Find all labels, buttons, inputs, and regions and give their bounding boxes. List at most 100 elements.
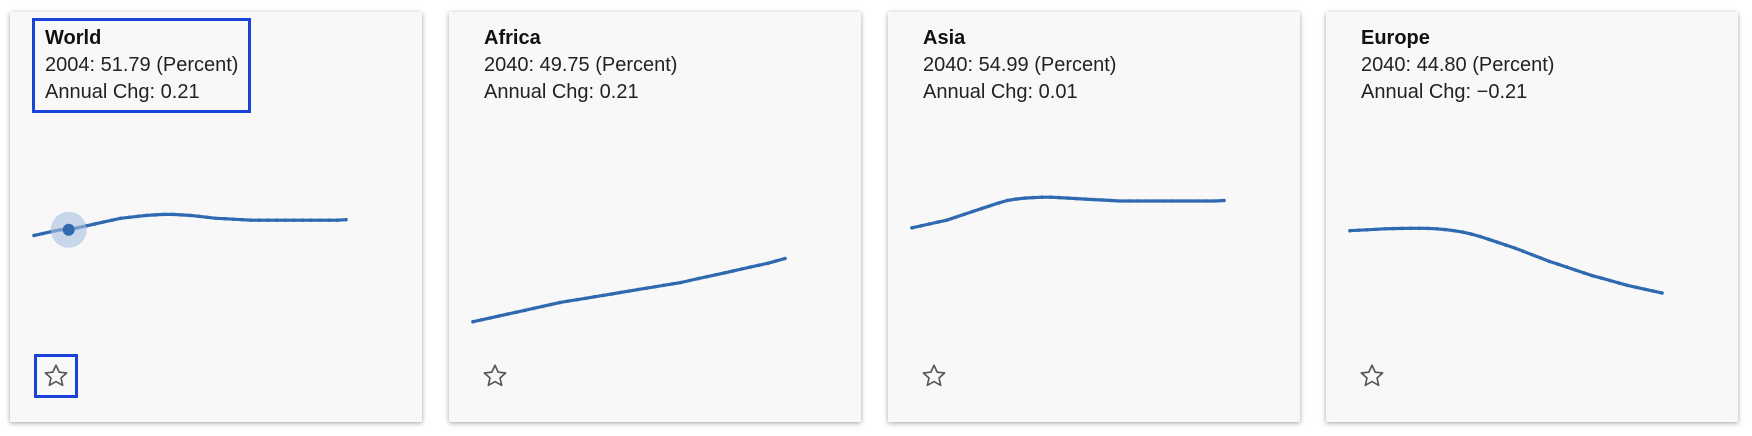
data-point[interactable] xyxy=(1660,291,1664,295)
data-point[interactable] xyxy=(205,215,210,220)
data-point[interactable] xyxy=(1031,195,1036,200)
card-asia[interactable]: Asia 2040: 54.99 (Percent) Annual Chg: 0… xyxy=(888,12,1300,422)
data-point[interactable] xyxy=(1057,195,1062,200)
data-point[interactable] xyxy=(1582,271,1586,275)
data-point[interactable] xyxy=(32,233,36,238)
data-point[interactable] xyxy=(1478,234,1482,239)
favorite-button[interactable] xyxy=(912,354,956,398)
data-point[interactable] xyxy=(1642,287,1647,291)
data-point[interactable] xyxy=(549,302,553,307)
data-point[interactable] xyxy=(1213,199,1218,203)
data-point[interactable] xyxy=(1204,199,1209,203)
data-point[interactable] xyxy=(266,218,270,222)
data-point[interactable] xyxy=(575,297,579,302)
data-point[interactable] xyxy=(274,218,279,222)
data-point[interactable] xyxy=(1512,246,1517,250)
data-point[interactable] xyxy=(601,293,605,298)
data-point[interactable] xyxy=(1391,226,1396,231)
data-point[interactable] xyxy=(1590,274,1595,278)
data-point[interactable] xyxy=(1365,228,1370,232)
data-point[interactable] xyxy=(739,267,744,271)
data-point[interactable] xyxy=(910,226,914,230)
data-point[interactable] xyxy=(627,289,631,293)
data-point[interactable] xyxy=(257,218,262,222)
data-point[interactable] xyxy=(670,282,675,286)
data-point[interactable] xyxy=(1005,198,1010,203)
favorite-button[interactable] xyxy=(473,354,517,398)
data-point[interactable] xyxy=(326,218,331,222)
card-header[interactable]: World 2004: 51.79 (Percent) Annual Chg: … xyxy=(32,18,252,113)
data-point[interactable] xyxy=(479,318,484,322)
data-point[interactable] xyxy=(713,273,718,277)
data-point[interactable] xyxy=(1426,226,1430,231)
data-point[interactable] xyxy=(1495,240,1500,244)
data-point[interactable] xyxy=(592,295,597,299)
data-point[interactable] xyxy=(309,218,314,222)
data-point[interactable] xyxy=(1400,226,1404,231)
data-point[interactable] xyxy=(618,290,623,295)
data-point[interactable] xyxy=(1135,199,1140,203)
data-point[interactable] xyxy=(1460,230,1465,234)
data-point[interactable] xyxy=(240,217,244,222)
data-point[interactable] xyxy=(918,224,923,228)
card-header[interactable]: Asia 2040: 54.99 (Percent) Annual Chg: 0… xyxy=(910,18,1129,113)
data-point[interactable] xyxy=(505,312,510,316)
data-point[interactable] xyxy=(136,214,140,219)
data-point[interactable] xyxy=(661,283,666,288)
data-point[interactable] xyxy=(566,299,571,303)
data-point[interactable] xyxy=(679,280,683,285)
favorite-button[interactable] xyxy=(1350,354,1394,398)
data-point[interactable] xyxy=(283,218,288,222)
data-point[interactable] xyxy=(1625,283,1630,288)
data-point[interactable] xyxy=(118,216,123,221)
data-point[interactable] xyxy=(1616,281,1621,285)
data-point[interactable] xyxy=(1152,199,1157,203)
data-point[interactable] xyxy=(988,204,992,208)
data-point[interactable] xyxy=(1599,276,1604,280)
data-point[interactable] xyxy=(1161,199,1166,203)
sparkline-chart[interactable] xyxy=(449,132,861,362)
data-point[interactable] xyxy=(514,310,519,314)
card-africa[interactable]: Africa 2040: 49.75 (Percent) Annual Chg:… xyxy=(449,12,861,422)
data-point[interactable] xyxy=(1564,265,1569,269)
data-point[interactable] xyxy=(1126,199,1131,203)
data-point[interactable] xyxy=(1040,195,1044,199)
data-point[interactable] xyxy=(1374,227,1378,232)
data-point[interactable] xyxy=(231,217,236,221)
data-point[interactable] xyxy=(1469,232,1474,236)
sparkline-chart[interactable] xyxy=(1326,132,1738,362)
data-point[interactable] xyxy=(162,212,166,217)
data-point[interactable] xyxy=(1573,268,1578,272)
data-point[interactable] xyxy=(471,319,475,324)
data-point[interactable] xyxy=(1074,196,1079,201)
data-point[interactable] xyxy=(1417,226,1422,231)
data-point[interactable] xyxy=(1109,198,1114,203)
data-point[interactable] xyxy=(1356,228,1361,232)
data-point[interactable] xyxy=(1452,228,1456,233)
data-point[interactable] xyxy=(748,265,753,269)
data-point[interactable] xyxy=(153,213,158,217)
card-header[interactable]: Europe 2040: 44.80 (Percent) Annual Chg:… xyxy=(1348,18,1567,113)
data-point[interactable] xyxy=(979,206,984,211)
data-point[interactable] xyxy=(1556,262,1560,266)
data-point[interactable] xyxy=(722,271,727,275)
data-point[interactable] xyxy=(540,304,545,309)
data-point[interactable] xyxy=(996,201,1001,205)
data-point[interactable] xyxy=(1486,237,1491,242)
data-point[interactable] xyxy=(188,213,192,218)
data-point[interactable] xyxy=(653,285,657,289)
data-point[interactable] xyxy=(731,269,735,273)
data-point[interactable] xyxy=(696,276,701,281)
data-point[interactable] xyxy=(1521,249,1526,254)
data-point[interactable] xyxy=(970,209,975,214)
data-point[interactable] xyxy=(557,300,562,305)
data-point[interactable] xyxy=(1222,198,1226,203)
data-point[interactable] xyxy=(1547,259,1552,264)
data-point[interactable] xyxy=(92,222,97,226)
data-point[interactable] xyxy=(1408,226,1413,231)
data-point[interactable] xyxy=(300,218,305,222)
data-point[interactable] xyxy=(488,316,493,320)
data-point[interactable] xyxy=(196,214,201,219)
data-point[interactable] xyxy=(214,216,218,221)
data-point[interactable] xyxy=(292,218,296,222)
